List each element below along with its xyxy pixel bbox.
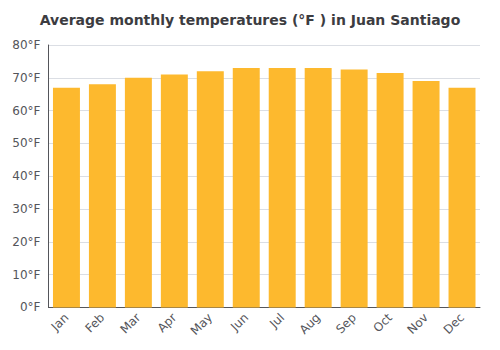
svg-text:10°F: 10°F: [12, 268, 40, 282]
svg-text:50°F: 50°F: [12, 136, 40, 150]
svg-text:Jun: Jun: [227, 311, 251, 335]
svg-text:0°F: 0°F: [20, 300, 41, 314]
svg-text:70°F: 70°F: [12, 71, 40, 85]
svg-text:60°F: 60°F: [12, 104, 40, 118]
svg-text:Jan: Jan: [48, 311, 72, 335]
svg-text:80°F: 80°F: [12, 38, 40, 52]
svg-text:Dec: Dec: [441, 311, 467, 337]
svg-text:Feb: Feb: [82, 311, 107, 336]
svg-text:20°F: 20°F: [12, 235, 40, 249]
svg-text:Jul: Jul: [266, 311, 287, 332]
svg-text:Apr: Apr: [155, 310, 180, 335]
svg-text:Average monthly temperatures (: Average monthly temperatures (°F ) in Ju…: [40, 12, 461, 28]
svg-text:Mar: Mar: [117, 310, 143, 336]
svg-text:30°F: 30°F: [12, 202, 40, 216]
svg-text:40°F: 40°F: [12, 169, 40, 183]
svg-text:Sep: Sep: [333, 311, 359, 337]
svg-text:Nov: Nov: [405, 311, 431, 337]
svg-text:Oct: Oct: [370, 310, 395, 335]
svg-text:Aug: Aug: [297, 311, 323, 337]
svg-text:May: May: [188, 311, 215, 338]
